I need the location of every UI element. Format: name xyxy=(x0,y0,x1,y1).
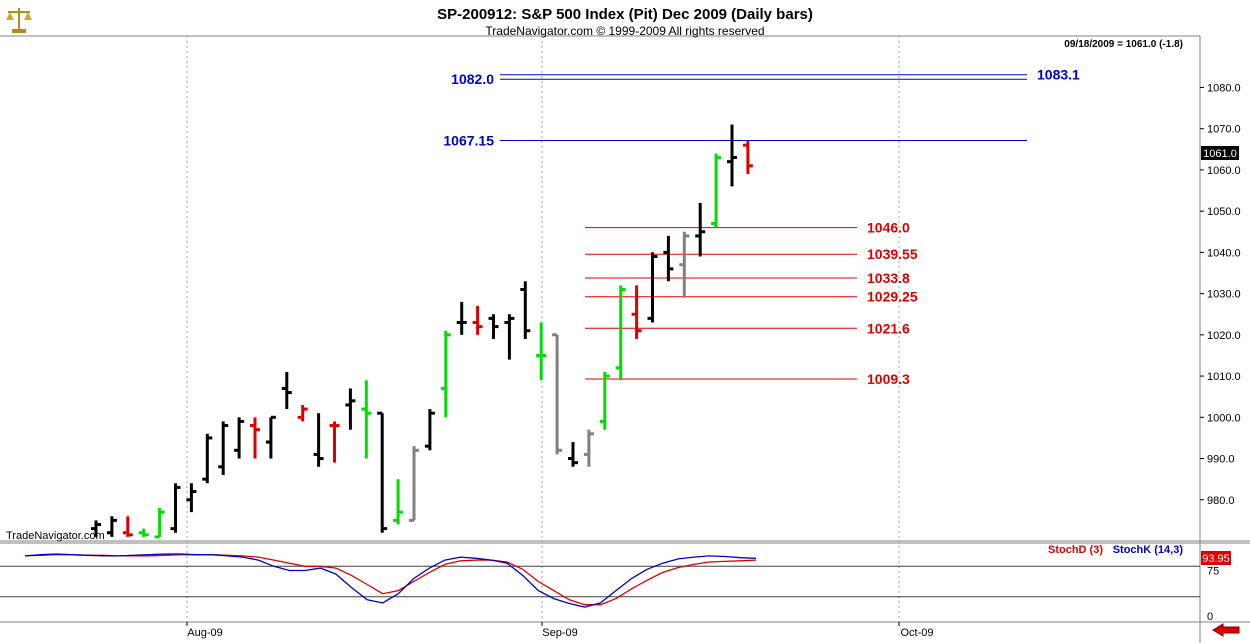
y-tick-label: 1000.0 xyxy=(1207,412,1241,424)
level-label: 1009.3 xyxy=(867,371,910,387)
ohlc-bar xyxy=(170,483,181,533)
level-label: 1029.25 xyxy=(867,289,918,305)
ohlc-bar xyxy=(265,415,276,459)
y-tick-label: 1070.0 xyxy=(1207,124,1241,136)
level-label: 1039.55 xyxy=(867,246,918,262)
ohlc-bar xyxy=(361,380,372,459)
y-tick-label: 1010.0 xyxy=(1207,371,1241,383)
stoch-series-line xyxy=(24,553,757,608)
ohlc-bar xyxy=(552,333,563,455)
stoch-y-tick-label: 75 xyxy=(1207,565,1219,577)
stochastic-pane: 75 0 xyxy=(0,553,1219,623)
ohlc-bar xyxy=(234,417,245,459)
ohlc-bar xyxy=(106,516,117,537)
level-label: 1067.15 xyxy=(443,132,494,148)
ohlc-bar xyxy=(91,520,101,537)
stoch-series-line xyxy=(24,554,757,606)
level-label: 1033.8 xyxy=(867,270,910,286)
ohlc-bar xyxy=(504,314,515,360)
ohlc-bar xyxy=(695,202,706,257)
price-bars xyxy=(91,124,753,539)
ohlc-bar xyxy=(488,314,499,339)
x-tick-label: Aug-09 xyxy=(187,627,222,639)
ohlc-bar xyxy=(154,508,165,539)
ohlc-bar xyxy=(281,371,292,410)
copyright-text: TradeNavigator.com © 1999-2009 All right… xyxy=(485,24,764,38)
red-left-arrow-icon[interactable] xyxy=(1212,623,1240,637)
ohlc-bar xyxy=(122,516,133,537)
ohlc-bar xyxy=(424,409,435,451)
ohlc-bar xyxy=(345,388,356,430)
ohlc-bar xyxy=(313,413,324,467)
status-readout: 09/18/2009 = 1061.0 (-1.8) xyxy=(1064,39,1183,50)
y-tick-label: 1040.0 xyxy=(1207,247,1241,259)
stoch-y-tick-label: 0 xyxy=(1207,611,1213,623)
ohlc-bar xyxy=(202,433,213,484)
chart-title: SP-200912: S&P 500 Index (Pit) Dec 2009 … xyxy=(437,6,813,23)
ohlc-bar xyxy=(329,421,340,463)
ohlc-bar xyxy=(711,153,722,228)
watermark-text: TradeNavigator.com xyxy=(6,530,105,542)
ohlc-bar xyxy=(536,322,547,381)
stoch-value-badge-text: 93.95 xyxy=(1202,553,1230,565)
support-resistance-levels: 1082.0 1083.1 1067.15 1046.0 1039.55 1033.8 10… xyxy=(443,67,1080,387)
y-tick-label: 1060.0 xyxy=(1207,165,1241,177)
ohlc-bar xyxy=(456,301,467,335)
y-tick-label: 1030.0 xyxy=(1207,289,1241,301)
ohlc-bar xyxy=(472,305,483,335)
ohlc-bar xyxy=(393,479,404,525)
stoch-value-badge: 93.95 xyxy=(1201,551,1231,565)
ohlc-bar xyxy=(663,235,674,282)
date-axis: Aug-09 Sep-09 Oct-09 xyxy=(186,622,934,639)
ohlc-bar xyxy=(138,528,149,537)
ohlc-bar xyxy=(218,421,229,476)
y-tick-label: 1050.0 xyxy=(1207,206,1241,218)
scales-logo-icon xyxy=(6,8,32,33)
level-label: 1083.1 xyxy=(1037,67,1080,83)
last-price-badge-text: 1061.0 xyxy=(1203,148,1237,160)
legend-stoch-k: StochK (14,3) xyxy=(1113,544,1184,556)
ohlc-bar xyxy=(377,411,388,533)
legend-stoch-d: StochD (3) xyxy=(1048,544,1103,556)
ohlc-bar xyxy=(679,231,690,298)
ohlc-bar xyxy=(615,285,626,381)
ohlc-bar xyxy=(647,252,658,323)
ohlc-bar xyxy=(186,483,197,513)
ohlc-bar xyxy=(568,442,578,467)
y-tick-label: 990.0 xyxy=(1207,454,1235,466)
last-price-badge: 1061.0 xyxy=(1201,146,1239,160)
ohlc-bar xyxy=(742,141,753,175)
ohlc-bar xyxy=(599,371,610,430)
y-tick-label: 1080.0 xyxy=(1207,82,1241,94)
ohlc-bar xyxy=(409,446,419,522)
level-label: 1046.0 xyxy=(867,220,910,236)
ohlc-bar xyxy=(250,417,260,459)
level-label: 1082.0 xyxy=(451,71,494,87)
y-tick-label: 980.0 xyxy=(1207,495,1235,507)
y-tick-label: 1020.0 xyxy=(1207,330,1241,342)
ohlc-bar xyxy=(727,124,737,187)
level-label: 1021.6 xyxy=(867,320,910,336)
x-tick-label: Sep-09 xyxy=(542,627,577,639)
ohlc-bar xyxy=(297,404,308,422)
price-axis: 980.0 990.0 1000.0 1010.0 1020.0 1030.0 1040.0… xyxy=(1200,82,1241,507)
ohlc-bar xyxy=(520,281,531,339)
x-tick-label: Oct-09 xyxy=(900,627,933,639)
ohlc-bar xyxy=(440,330,451,418)
ohlc-bar xyxy=(583,429,594,467)
ohlc-bar xyxy=(631,285,642,339)
